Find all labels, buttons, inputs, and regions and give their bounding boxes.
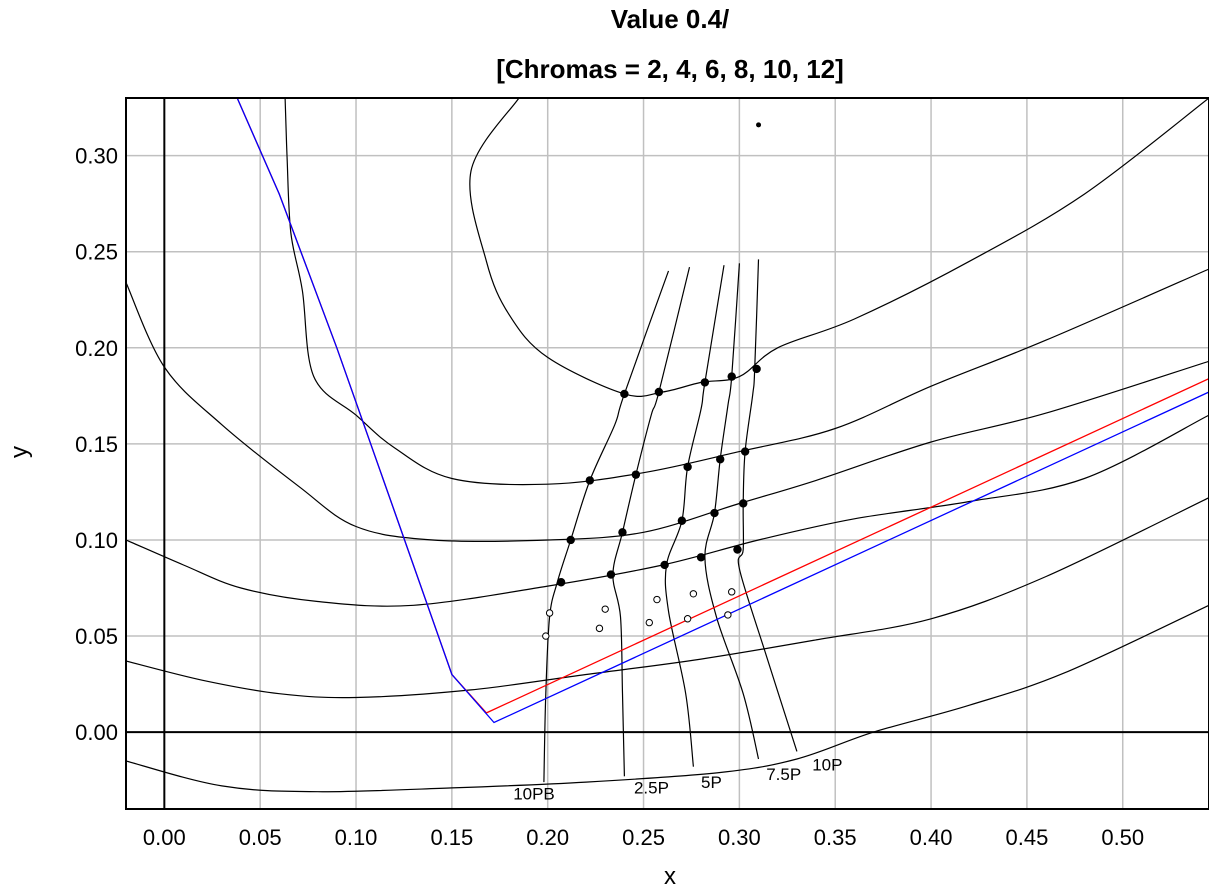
y-axis-label: y <box>6 446 33 458</box>
red-boundary-line <box>236 98 1209 714</box>
x-tick-label: 0.40 <box>910 825 953 850</box>
open-point <box>595 624 604 633</box>
x-tick-label: 0.25 <box>622 825 665 850</box>
y-tick-label: 0.15 <box>75 432 118 457</box>
y-tick-label: 0.10 <box>75 528 118 553</box>
filled-point <box>566 535 575 545</box>
open-point <box>724 611 732 619</box>
filled-point <box>620 389 629 399</box>
hue-label: 10PB <box>513 784 555 803</box>
filled-point <box>739 499 748 508</box>
chroma-curve <box>126 497 1209 699</box>
hue-label: 7.5P <box>766 765 801 784</box>
filled-point <box>716 455 725 464</box>
y-tick-label: 0.05 <box>75 624 118 649</box>
chroma-curve <box>284 98 1209 486</box>
filled-point <box>677 516 687 525</box>
filled-point <box>700 378 710 387</box>
x-tick-label: 0.30 <box>718 825 761 850</box>
chart-title-line1: Value 0.4/ <box>611 4 730 34</box>
x-tick-label: 0.10 <box>335 825 378 850</box>
y-tick-label: 0.25 <box>75 240 118 265</box>
chroma-curve <box>126 282 1209 542</box>
filled-point <box>585 476 595 485</box>
chroma-curve <box>126 604 1209 793</box>
filled-point <box>606 570 616 579</box>
x-tick-label: 0.05 <box>239 825 282 850</box>
filled-point <box>618 528 627 537</box>
chart-title-line2: [Chromas = 2, 4, 6, 8, 10, 12] <box>496 54 844 84</box>
x-tick-label: 0.45 <box>1005 825 1048 850</box>
hue-label: 10P <box>812 756 842 775</box>
chroma-curve <box>126 414 1209 607</box>
chroma-curve <box>469 98 1209 397</box>
filled-point <box>733 545 742 554</box>
x-tick-label: 0.15 <box>430 825 473 850</box>
y-tick-label: 0.00 <box>75 720 118 745</box>
open-point <box>545 609 554 617</box>
filled-point <box>740 447 750 456</box>
x-tick-label: 0.35 <box>814 825 857 850</box>
open-point <box>645 618 653 627</box>
white-point <box>756 122 762 128</box>
filled-point <box>631 470 641 479</box>
open-point <box>653 595 661 604</box>
open-point <box>683 615 692 623</box>
y-tick-label: 0.30 <box>75 144 118 169</box>
filled-point <box>727 372 736 381</box>
hue-label: 5P <box>701 773 722 792</box>
open-point <box>728 588 736 596</box>
x-axis-label: x <box>664 863 676 886</box>
filled-point <box>696 553 706 562</box>
filled-point <box>683 462 692 472</box>
blue-boundary-line <box>236 98 1209 724</box>
filled-point <box>660 560 669 570</box>
filled-point <box>752 364 761 374</box>
filled-point <box>710 508 719 518</box>
axes: 0.00 0.05 0.10 0.15 0.20 0.25 0.30 0.35 0.40 0.45… <box>75 97 1209 850</box>
hue-label: 2.5P <box>634 779 669 798</box>
open-point <box>542 632 550 640</box>
x-tick-label: 0.20 <box>526 825 569 850</box>
x-tick-label: 0.00 <box>143 825 186 850</box>
hue-line <box>737 259 798 752</box>
open-point <box>601 605 609 613</box>
filled-point <box>654 387 664 397</box>
plot-area <box>126 98 1209 793</box>
open-point <box>689 590 698 598</box>
filled-point <box>556 578 566 587</box>
plot-frame <box>125 97 1209 810</box>
x-tick-label: 0.50 <box>1101 825 1144 850</box>
y-tick-label: 0.20 <box>75 336 118 361</box>
